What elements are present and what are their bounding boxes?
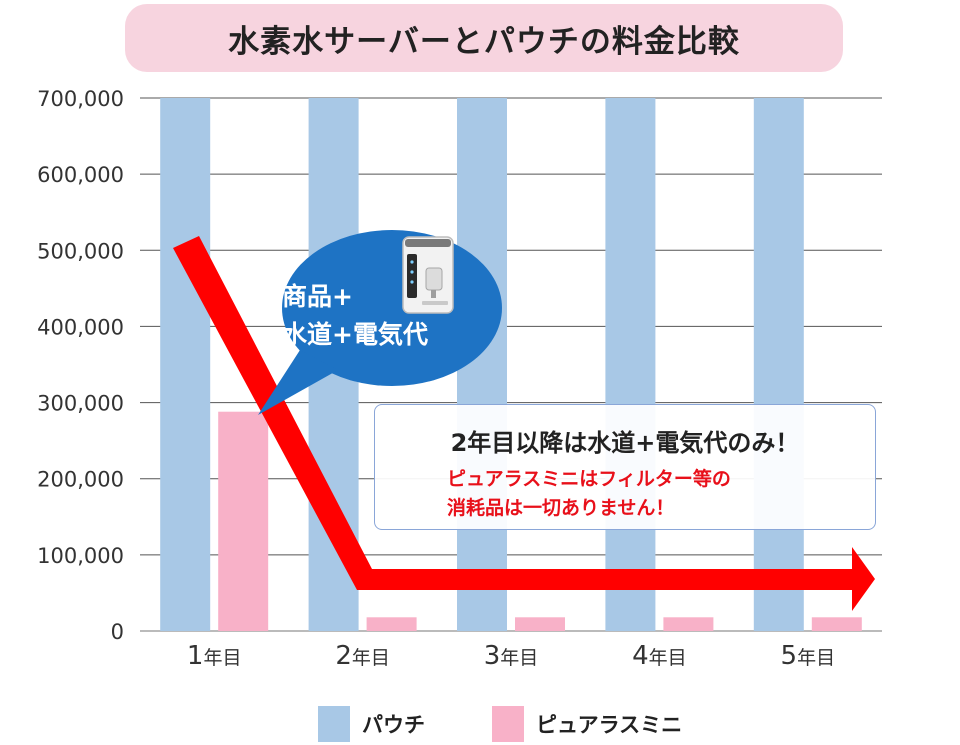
callout-tail	[258, 350, 338, 415]
bar-pura	[366, 617, 417, 631]
bars	[160, 98, 862, 631]
y-tick-label: 500,000	[37, 239, 124, 263]
title-banner: 水素水サーバーとパウチの料金比較	[125, 4, 843, 72]
server-icon	[402, 236, 454, 314]
legend-swatch-pura	[492, 706, 524, 742]
legend-label-pouch: パウチ	[362, 713, 425, 737]
x-tick-label: 2年目	[335, 641, 390, 671]
bar-pouch	[605, 98, 656, 631]
trend-arrow	[173, 236, 875, 611]
x-tick-unit: 年目	[500, 647, 538, 669]
x-tick-unit: 年目	[352, 647, 390, 669]
note-main-text: 2年目以降は水道+電気代のみ！	[450, 429, 800, 457]
note-sub-line-1: ピュアラスミニはフィルター等の	[447, 468, 731, 490]
x-tick-number: 1	[187, 641, 204, 671]
y-axis-ticks: 0 100,000 200,000 300,000 400,000 500,000 600,…	[37, 87, 124, 644]
y-tick-label: 300,000	[37, 392, 124, 416]
bar-pouch	[160, 98, 211, 631]
bar-pura	[811, 617, 862, 631]
x-tick-label: 1年目	[187, 641, 242, 671]
x-tick-number: 4	[632, 641, 649, 671]
callout-text: 商品+ 水道+電気代	[282, 278, 502, 354]
callout-line-2: 水道+電気代	[282, 320, 428, 349]
x-tick-label: 5年目	[781, 641, 836, 671]
chart-title: 水素水サーバーとパウチの料金比較	[228, 23, 740, 60]
x-axis-labels: 1年目 2年目 3年目 4年目 5年目	[187, 641, 835, 671]
y-tick-label: 100,000	[37, 544, 124, 568]
x-tick-unit: 年目	[797, 647, 835, 669]
bar-pura	[218, 411, 269, 631]
bar-pura	[515, 617, 565, 631]
callout-line-1: 商品+	[282, 282, 353, 311]
x-tick-number: 5	[781, 641, 798, 671]
x-tick-number: 2	[335, 641, 352, 671]
bar-pouch	[753, 98, 804, 631]
bar-pura	[663, 617, 714, 631]
x-tick-unit: 年目	[649, 647, 687, 669]
legend-label-pura: ピュアラスミニ	[536, 713, 683, 737]
y-tick-label: 200,000	[37, 468, 124, 492]
legend-item-pura: ピュアラスミニ	[492, 706, 682, 742]
x-tick-unit: 年目	[203, 647, 241, 669]
y-tick-label: 0	[111, 620, 124, 644]
x-tick-label: 3年目	[484, 641, 539, 671]
x-tick-label: 4年目	[632, 641, 687, 671]
note-sub-line-2: 消耗品は一切ありません！	[447, 497, 675, 519]
y-tick-label: 600,000	[37, 163, 124, 187]
legend-item-pouch: パウチ	[318, 706, 425, 742]
note-sub-text: ピュアラスミニはフィルター等の 消耗品は一切ありません！	[447, 465, 731, 523]
legend-swatch-pouch	[318, 706, 350, 742]
x-tick-number: 3	[484, 641, 501, 671]
y-tick-label: 400,000	[37, 315, 124, 339]
note-box: 2年目以降は水道+電気代のみ！ ピュアラスミニはフィルター等の 消耗品は一切あり…	[374, 404, 876, 530]
y-tick-label: 700,000	[37, 87, 124, 111]
